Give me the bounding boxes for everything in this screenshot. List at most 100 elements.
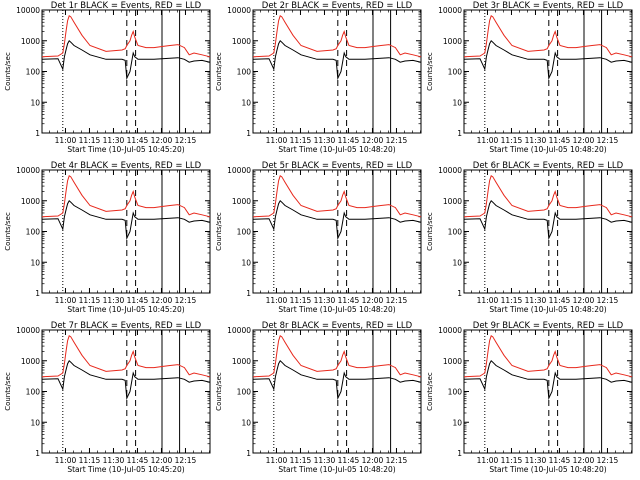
x-tick-label: 11:45 [127, 456, 149, 465]
lld-series-line [463, 335, 633, 378]
lld-series-line [41, 15, 211, 58]
y-tick-label: 1 [246, 289, 251, 298]
y-tick-label: 1000 [443, 197, 462, 206]
y-tick-label: 100 [448, 68, 463, 77]
y-tick-label: 10000 [227, 166, 251, 175]
y-tick-label: 10000 [438, 166, 462, 175]
x-tick-label: 12:00 [362, 136, 384, 145]
chart-title: Det 7r BLACK = Events, RED = LLD [51, 321, 202, 331]
x-tick-label: 11:00 [266, 136, 288, 145]
x-tick-label: 11:15 [501, 456, 523, 465]
events-series-line [41, 40, 211, 81]
y-tick-label: 100 [26, 68, 41, 77]
y-tick-label: 100 [237, 388, 252, 397]
x-tick-label: 12:00 [151, 456, 173, 465]
y-tick-label: 1000 [232, 197, 251, 206]
x-axis-label: Start Time (10-Jul-05 10:48:20) [278, 145, 395, 154]
chart-title: Det 8r BLACK = Events, RED = LLD [262, 321, 413, 331]
x-tick-label: 12:15 [386, 296, 408, 305]
y-axis-label: Counts/sec [215, 52, 223, 91]
lld-series-line [41, 335, 211, 378]
y-tick-label: 1 [457, 449, 462, 458]
y-tick-label: 100 [448, 228, 463, 237]
x-tick-label: 11:00 [477, 296, 499, 305]
x-axis-label: Start Time (10-Jul-05 10:45:20) [67, 305, 184, 314]
y-tick-label: 1000 [443, 357, 462, 366]
x-tick-label: 11:15 [290, 456, 312, 465]
events-series-line [41, 200, 211, 241]
y-tick-label: 10000 [16, 6, 40, 15]
y-tick-label: 100 [26, 388, 41, 397]
chart-title: Det 5r BLACK = Events, RED = LLD [262, 161, 413, 171]
y-axis-label: Counts/sec [426, 52, 434, 91]
events-series-line [252, 200, 422, 241]
y-tick-label: 1 [457, 289, 462, 298]
chart-title: Det 1r BLACK = Events, RED = LLD [51, 1, 202, 11]
y-tick-label: 1 [457, 129, 462, 138]
x-tick-label: 11:15 [501, 136, 523, 145]
y-tick-label: 10000 [16, 326, 40, 335]
x-tick-label: 12:15 [597, 136, 619, 145]
x-axis-label: Start Time (10-Jul-05 10:45:20) [67, 465, 184, 474]
y-axis-label: Counts/sec [426, 212, 434, 251]
x-tick-label: 11:30 [103, 136, 125, 145]
y-tick-label: 1000 [21, 357, 40, 366]
lld-series-line [252, 15, 422, 58]
x-tick-label: 12:00 [573, 456, 595, 465]
x-tick-label: 12:00 [151, 136, 173, 145]
x-tick-label: 11:45 [127, 296, 149, 305]
y-tick-label: 10000 [227, 326, 251, 335]
y-tick-label: 10 [241, 258, 251, 267]
x-tick-label: 12:00 [573, 136, 595, 145]
x-tick-label: 12:00 [573, 296, 595, 305]
y-tick-label: 1 [246, 129, 251, 138]
x-tick-label: 11:30 [314, 136, 336, 145]
chart-title: Det 3r BLACK = Events, RED = LLD [473, 1, 624, 11]
x-tick-label: 11:15 [79, 456, 101, 465]
x-axis-label: Start Time (10-Jul-05 10:45:20) [67, 145, 184, 154]
y-axis-label: Counts/sec [4, 212, 12, 251]
x-axis-label: Start Time (10-Jul-05 10:48:20) [489, 465, 606, 474]
x-tick-label: 11:30 [314, 456, 336, 465]
x-axis-label: Start Time (10-Jul-05 10:48:20) [489, 145, 606, 154]
lld-series-line [252, 175, 422, 218]
x-axis-label: Start Time (10-Jul-05 10:48:20) [489, 305, 606, 314]
chart-panel: Det 6r BLACK = Events, RED = LLD 1 10 100 10… [426, 161, 633, 314]
y-tick-label: 1000 [21, 197, 40, 206]
y-tick-label: 10 [452, 418, 462, 427]
x-tick-label: 11:15 [290, 296, 312, 305]
y-tick-label: 10 [241, 98, 251, 107]
lld-series-line [252, 335, 422, 378]
x-tick-label: 11:30 [103, 456, 125, 465]
x-tick-label: 11:00 [55, 136, 77, 145]
y-tick-label: 10 [241, 418, 251, 427]
x-tick-label: 12:15 [175, 136, 197, 145]
x-tick-label: 11:00 [55, 456, 77, 465]
x-tick-label: 11:30 [314, 296, 336, 305]
chart-panel: Det 8r BLACK = Events, RED = LLD 1 10 100 10… [215, 321, 422, 474]
chart-title: Det 2r BLACK = Events, RED = LLD [262, 1, 413, 11]
x-tick-label: 11:45 [338, 456, 360, 465]
x-tick-label: 11:45 [338, 296, 360, 305]
y-tick-label: 10 [30, 418, 40, 427]
y-tick-label: 10 [452, 258, 462, 267]
y-tick-label: 10000 [438, 6, 462, 15]
lld-series-line [463, 175, 633, 218]
x-tick-label: 12:15 [386, 456, 408, 465]
x-tick-label: 11:00 [477, 456, 499, 465]
events-series-line [463, 200, 633, 241]
x-tick-label: 12:00 [362, 296, 384, 305]
y-tick-label: 10 [30, 98, 40, 107]
y-tick-label: 10 [30, 258, 40, 267]
y-tick-label: 1 [35, 449, 40, 458]
chart-title: Det 4r BLACK = Events, RED = LLD [51, 161, 202, 171]
y-tick-label: 10000 [227, 6, 251, 15]
events-series-line [252, 40, 422, 81]
y-tick-label: 10 [452, 98, 462, 107]
x-tick-label: 12:15 [597, 456, 619, 465]
x-axis-label: Start Time (10-Jul-05 10:48:20) [278, 465, 395, 474]
y-tick-label: 10000 [438, 326, 462, 335]
lld-series-line [41, 175, 211, 218]
events-series-line [463, 360, 633, 401]
